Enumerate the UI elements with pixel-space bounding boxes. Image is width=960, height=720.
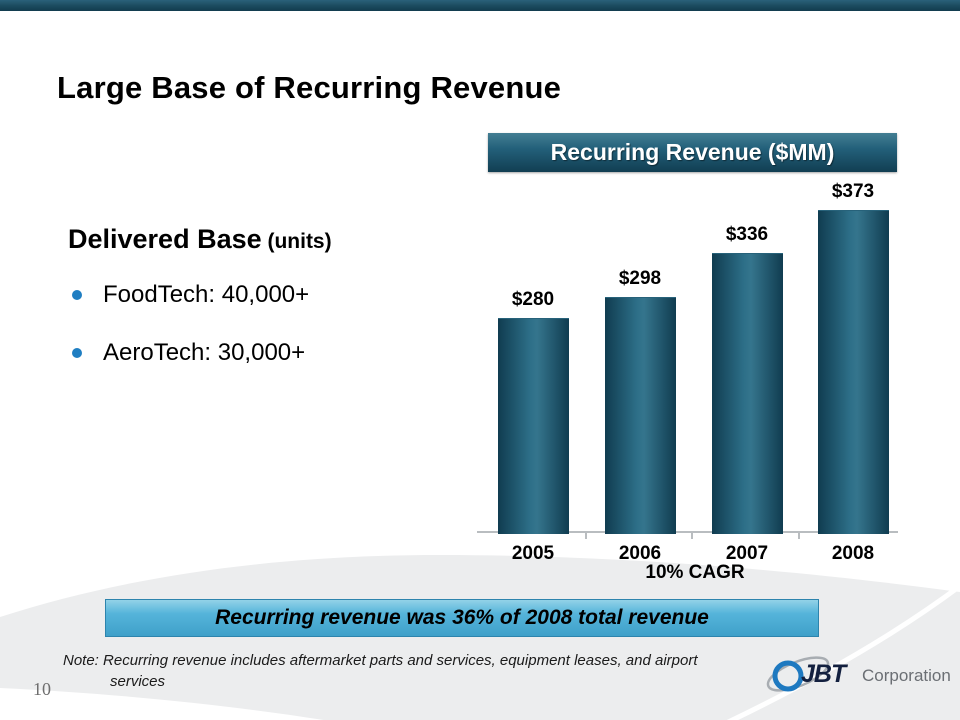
bullet-label: AeroTech: 30,000+ (103, 339, 306, 366)
footnote-line2: services (110, 673, 166, 690)
swoosh-white-corner (0, 688, 324, 720)
background-swoosh (0, 555, 960, 720)
bar-value-label: $280 (511, 289, 555, 310)
delivered-base-heading-text: Delivered Base (68, 224, 262, 254)
bar-value-label: $336 (725, 224, 769, 245)
bullet-icon (72, 290, 82, 300)
summary-banner: Recurring revenue was 36% of 2008 total … (105, 599, 819, 637)
page-number: 10 (33, 679, 51, 699)
x-axis-tick (585, 533, 587, 539)
x-axis-tick (691, 533, 693, 539)
delivered-base-heading: Delivered Base (units) (68, 224, 332, 255)
jbt-logo-text: JBT (801, 660, 846, 688)
top-accent-bar (0, 0, 960, 11)
list-item-aerotech: AeroTech: 30,000+ (72, 339, 472, 367)
x-axis-tick-label: 2005 (511, 543, 555, 564)
footnote-line1: Note: Recurring revenue includes afterma… (63, 652, 698, 669)
bar-value-label: $373 (831, 181, 875, 202)
x-axis-tick (798, 533, 800, 539)
swoosh-gray-shape (0, 555, 960, 720)
chart-title: Recurring Revenue ($MM) (550, 139, 835, 165)
bar-value-label: $298 (618, 268, 662, 289)
bar-2008 (817, 210, 889, 534)
summary-banner-text: Recurring revenue was 36% of 2008 total … (215, 606, 709, 629)
x-axis-tick-label: 2008 (831, 543, 875, 564)
bullet-icon (72, 348, 82, 358)
list-item-foodtech: FoodTech: 40,000+ (72, 281, 472, 309)
bullet-label: FoodTech: 40,000+ (103, 281, 310, 308)
delivered-base-heading-suffix: (units) (261, 230, 332, 253)
x-axis-tick-label: 2006 (618, 543, 662, 564)
bar-2006 (604, 297, 676, 534)
swoosh-white-arc (726, 582, 960, 720)
x-axis-line (477, 531, 898, 533)
bar-2005 (497, 318, 569, 534)
cagr-annotation: 10% CAGR (645, 562, 745, 583)
x-axis-tick-label: 2007 (725, 543, 769, 564)
jbt-logo-orbit-icon (766, 656, 830, 692)
chart-title-bar: Recurring Revenue ($MM) (488, 133, 897, 172)
page-title: Large Base of Recurring Revenue (57, 70, 562, 105)
bar-2007 (711, 253, 783, 534)
jbt-logo: JBT Corporation (762, 646, 958, 706)
footnote: Note: Recurring revenue includes afterma… (63, 650, 753, 692)
jbt-logo-suffix: Corporation (862, 666, 951, 685)
